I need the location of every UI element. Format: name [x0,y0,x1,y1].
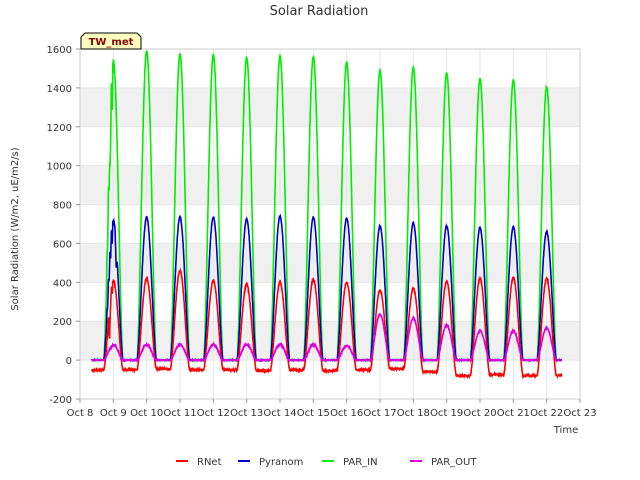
grid-band [80,243,580,283]
x-axis-label: Time [553,425,578,436]
y-tick-label: -200 [49,395,72,406]
x-tick-label: Oct 12 [197,408,230,419]
grid-band [80,165,580,205]
x-tick-label: Oct 15 [297,408,330,419]
x-tick-label: Oct 20 [463,408,496,419]
x-tick-label: Oct 9 [100,408,127,419]
y-tick-label: 1600 [47,45,72,56]
legend-label: RNet [197,457,222,468]
legend: RNet Pyranom PAR_IN PAR_OUT [176,457,477,468]
y-tick-label: 400 [53,278,72,289]
station-label-box [80,32,142,50]
y-axis-ticks: -200 0 200 400 600 800 1000 1200 1400 1600 [47,45,80,406]
x-tick-label: Oct 23 [563,408,596,419]
x-tick-label: Oct 14 [263,408,296,419]
series-line-par-out [90,312,562,364]
legend-label: Pyranom [259,457,303,468]
y-tick-label: 200 [53,317,72,328]
legend-label: PAR_OUT [431,457,477,468]
x-tick-label: Oct 11 [163,408,196,419]
chart-title: Solar Radiation [270,4,369,19]
x-tick-label: Oct 18 [397,408,430,419]
y-tick-label: 800 [53,201,72,212]
plot-frame [79,48,581,400]
x-tick-label: Oct 8 [67,408,94,419]
y-tick-label: 600 [53,239,72,250]
legend-label: PAR_IN [343,457,378,468]
x-tick-label: Oct 21 [497,408,530,419]
y-axis-label: Solar Radiation (W/m2, uE/m2/s) [10,147,21,310]
x-tick-label: Oct 16 [330,408,363,419]
x-axis-ticks: Oct 8 Oct 9 Oct 10 Oct 11 Oct 12 Oct 13 Oct 14… [67,399,597,419]
station-label-badge: TW_met [80,32,142,50]
series-layer [90,50,563,380]
x-tick-label: Oct 10 [130,408,163,419]
x-tick-label: Oct 22 [530,408,563,419]
grid-band [80,321,580,361]
series-line-rnet [90,267,563,380]
y-tick-label: 1200 [47,123,72,134]
x-tick-label: Oct 13 [230,408,263,419]
y-tick-label: 0 [66,356,72,367]
x-tick-label: Oct 17 [363,408,396,419]
x-tick-label: Oct 19 [430,408,463,419]
y-tick-label: 1400 [47,84,72,95]
grid-bands [80,87,580,361]
y-tick-label: 1000 [47,162,72,173]
grid-band [80,87,580,127]
station-label-text: TW_met [89,37,134,48]
